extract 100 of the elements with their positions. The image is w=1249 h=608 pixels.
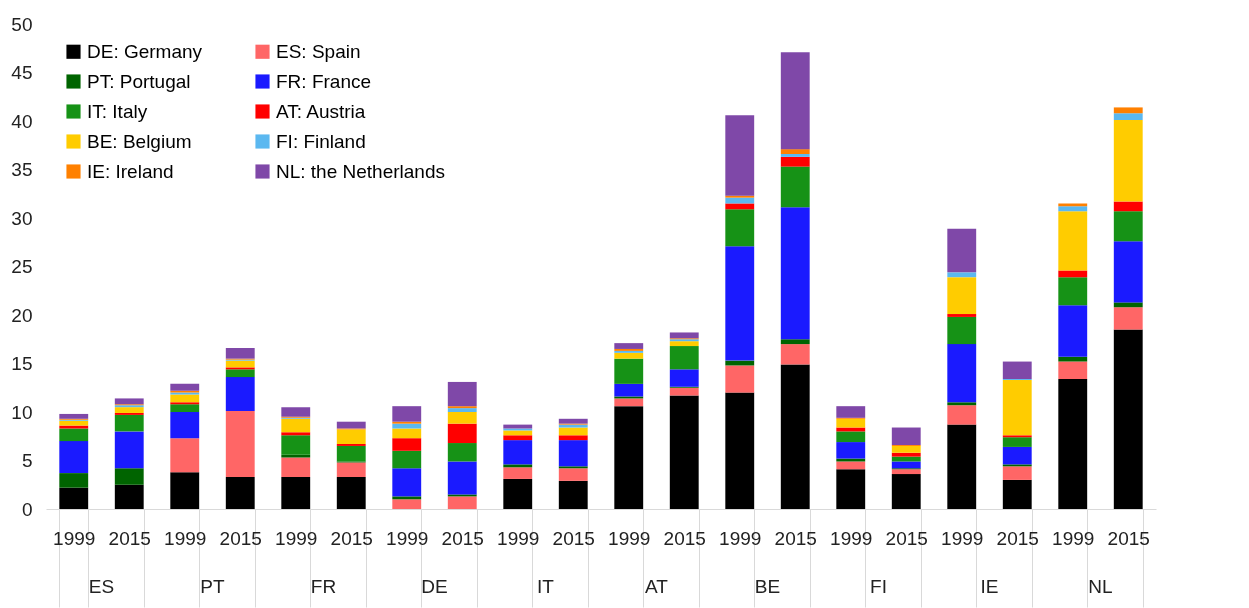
- text: DE: [421, 576, 448, 597]
- bar: [614, 383, 644, 397]
- x-tick-label: 1999: [53, 527, 96, 549]
- bar: [614, 343, 644, 349]
- text: FR: [310, 576, 337, 597]
- legend-label: FR: France: [276, 70, 372, 92]
- bar: [669, 387, 699, 396]
- bar: [447, 496, 477, 509]
- legend-label: PT: Portugal: [87, 70, 191, 92]
- bar: [780, 207, 810, 340]
- x-tick-label: 2015: [108, 527, 151, 549]
- bar: [947, 272, 977, 278]
- bar: [114, 431, 144, 469]
- x-tick-label: 2015: [552, 527, 595, 549]
- y-tick-label: 0: [21, 498, 33, 520]
- x-tick-label: 2015: [885, 527, 928, 549]
- bar: [1113, 307, 1143, 330]
- bar: [1113, 113, 1143, 121]
- x-tick-label: 1999: [164, 527, 207, 549]
- bar: [281, 454, 311, 458]
- bar: [392, 450, 422, 469]
- legend-label: ES: Spain: [276, 40, 361, 62]
- bar: [1113, 201, 1143, 212]
- legend-label: BE: Belgium: [87, 130, 192, 152]
- bar: [114, 414, 144, 432]
- bar: [281, 457, 311, 477]
- bar: [725, 209, 755, 247]
- bar: [1002, 446, 1032, 465]
- bar: [281, 435, 311, 455]
- text: IT: [537, 576, 555, 597]
- bar: [281, 476, 311, 509]
- bar: [1058, 379, 1088, 509]
- bar: [947, 228, 977, 273]
- bar: [392, 428, 422, 439]
- bar: [336, 462, 366, 477]
- bar: [1058, 270, 1088, 278]
- bar: [947, 316, 977, 345]
- bar: [59, 473, 89, 488]
- bar: [891, 445, 921, 453]
- bar: [225, 411, 255, 477]
- y-tick-label: 35: [11, 159, 33, 180]
- y-tick-label: 20: [11, 304, 33, 326]
- x-tick-label: 2015: [663, 527, 706, 549]
- x-tick-label: 1999: [608, 527, 651, 549]
- text: AT: [645, 576, 669, 597]
- bar: [281, 418, 311, 433]
- bar: [1113, 241, 1143, 303]
- bar: [59, 420, 89, 426]
- bar: [780, 149, 810, 154]
- bar: [669, 369, 699, 387]
- bar: [503, 478, 533, 509]
- y-tick-label: 40: [11, 110, 33, 132]
- bar: [281, 407, 311, 417]
- bar: [725, 203, 755, 210]
- x-tick-label: 2015: [330, 527, 373, 549]
- legend-label: AT: Austria: [276, 100, 366, 122]
- bar: [114, 468, 144, 485]
- bar: [947, 277, 977, 315]
- bar: [614, 406, 644, 509]
- bar: [891, 474, 921, 509]
- bar: [1058, 206, 1088, 212]
- bar: [59, 413, 89, 419]
- bar: [725, 392, 755, 509]
- bar: [170, 438, 200, 473]
- bar: [447, 423, 477, 444]
- bar: [114, 398, 144, 405]
- text: NL: [1088, 576, 1113, 597]
- bar: [336, 476, 366, 509]
- x-tick-label: 1999: [386, 527, 429, 549]
- bar: [336, 445, 366, 462]
- bar: [170, 412, 200, 439]
- bar: [558, 427, 588, 436]
- bar: [558, 418, 588, 424]
- bar: [947, 344, 977, 403]
- bar: [891, 452, 921, 457]
- legend-label: NL: the Netherlands: [276, 160, 445, 182]
- bar: [1058, 305, 1088, 357]
- bar: [336, 429, 366, 445]
- x-tick-label: 1999: [1052, 527, 1095, 549]
- bar: [1058, 361, 1088, 380]
- y-tick-label: 30: [11, 207, 33, 229]
- bar: [114, 484, 144, 509]
- bar: [947, 424, 977, 509]
- bar: [392, 468, 422, 497]
- bar: [780, 52, 810, 150]
- text: FI: [870, 576, 887, 597]
- bar: [725, 246, 755, 361]
- bar: [1002, 437, 1032, 447]
- bar: [669, 341, 699, 347]
- text: PT: [200, 576, 226, 597]
- bar: [503, 467, 533, 479]
- y-tick-label: 10: [11, 401, 33, 423]
- bar: [503, 435, 533, 441]
- bar: [1113, 302, 1143, 308]
- x-tick-label: 1999: [719, 527, 762, 549]
- x-tick-label: 2015: [774, 527, 817, 549]
- x-tick-label: 2015: [1107, 527, 1150, 549]
- bar: [780, 156, 810, 167]
- bar: [1113, 107, 1143, 114]
- bar: [281, 432, 311, 436]
